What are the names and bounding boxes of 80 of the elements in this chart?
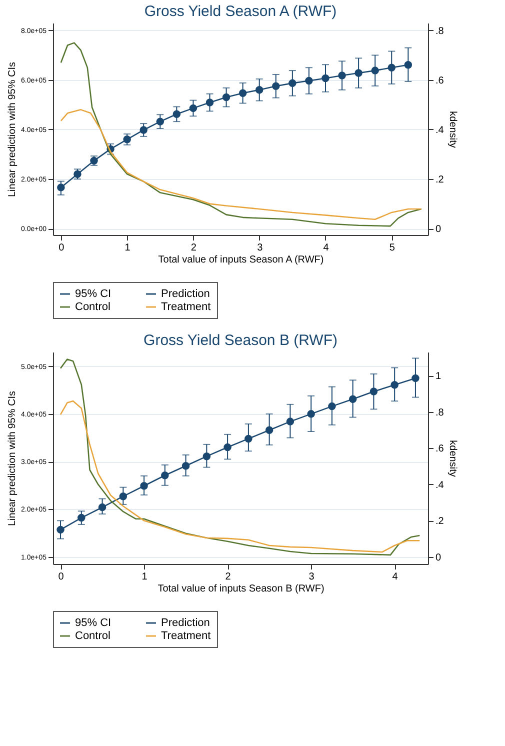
legend-label: Prediction	[161, 617, 210, 629]
y-axis-title: Linear prediction with 95% CIs	[7, 390, 18, 526]
x-tick-label: 0	[58, 572, 64, 582]
point	[322, 74, 330, 82]
x-tick-label: 4	[392, 572, 398, 582]
legend-label: Prediction	[161, 288, 210, 300]
point	[222, 93, 230, 102]
point	[390, 381, 398, 389]
point	[224, 443, 232, 452]
point	[272, 82, 280, 90]
point	[57, 184, 65, 192]
point	[156, 118, 164, 126]
point	[307, 410, 315, 418]
y2-tick-label: .6	[436, 444, 444, 455]
x-tick-label: 5	[389, 242, 396, 254]
text: 95% CI	[75, 617, 112, 629]
line-series	[60, 42, 422, 227]
point	[305, 76, 313, 85]
y2-tick-label: 0	[436, 552, 442, 564]
x-tick-label: 3	[257, 242, 264, 254]
point	[74, 170, 82, 178]
line-series	[60, 358, 420, 556]
y2-axis-title: kdensity	[446, 111, 458, 148]
point	[255, 86, 264, 94]
x-tick-label: 1	[124, 242, 131, 254]
x-tick-label: 2	[190, 242, 197, 254]
chart-title: Gross Yield Season A (RWF)	[144, 3, 337, 20]
point	[371, 66, 379, 74]
point	[286, 418, 294, 426]
y2-tick-label: 0	[436, 224, 442, 236]
point	[78, 514, 86, 522]
point	[182, 462, 190, 470]
legend-label: Control	[75, 630, 110, 642]
point	[161, 472, 169, 480]
point	[123, 136, 131, 144]
y-axis-title: Linear prediction with 95% CIs	[7, 62, 18, 198]
y2-tick-label: .6	[436, 75, 444, 86]
point	[348, 395, 357, 404]
point	[140, 482, 148, 490]
point	[238, 89, 247, 97]
point	[140, 126, 148, 134]
x-tick-label: 2	[225, 572, 232, 582]
point	[388, 64, 396, 72]
y2-tick-label: .4	[436, 124, 444, 136]
x-tick-label: 1	[142, 572, 148, 582]
line-series	[60, 109, 422, 220]
y2-tick-label: .4	[436, 480, 444, 491]
point	[119, 492, 128, 500]
x-tick-label: 3	[308, 572, 315, 582]
y2-tick-label: .2	[436, 174, 444, 186]
y2-tick-label: .8	[436, 26, 444, 37]
line-series	[60, 400, 420, 553]
point	[189, 104, 198, 112]
point	[56, 526, 64, 534]
point	[202, 452, 211, 460]
point	[98, 503, 106, 512]
point	[288, 79, 296, 88]
y2-tick-label: .8	[436, 407, 444, 418]
point	[265, 426, 274, 434]
point	[338, 72, 346, 80]
y2-tick-label: 1	[436, 371, 442, 382]
point	[328, 402, 336, 410]
legend-label: Control	[75, 301, 110, 313]
x-axis-title: Total value of inputs Season A (RWF)	[158, 254, 324, 266]
legend-label: Treatment	[161, 301, 211, 313]
point	[354, 69, 362, 77]
chart-title: Gross Yield Season B (RWF)	[144, 332, 338, 349]
point	[244, 434, 252, 443]
point	[404, 60, 412, 69]
point	[412, 374, 420, 382]
x-tick-label: 0	[58, 242, 65, 254]
point	[172, 110, 181, 118]
text: 95% CI	[75, 288, 112, 300]
x-tick-label: 4	[323, 242, 330, 254]
point	[206, 98, 214, 106]
legend-label: Treatment	[161, 630, 211, 642]
y2-tick-label: .2	[436, 516, 444, 528]
x-axis-title: Total value of inputs Season B (RWF)	[158, 584, 324, 594]
y2-axis-title: kdensity	[446, 440, 458, 477]
point	[370, 388, 378, 396]
